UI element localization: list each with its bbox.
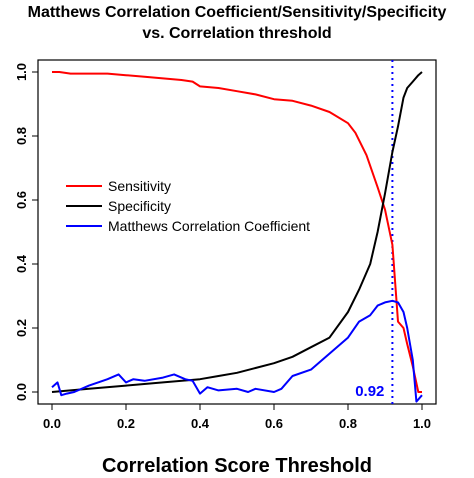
x-tick-label: 0.0: [43, 416, 61, 431]
x-tick-label: 0.6: [265, 416, 283, 431]
y-tick-label: 0.8: [14, 127, 29, 145]
plot-frame: [37, 59, 437, 405]
legend-label-sensitivity: Sensitivity: [108, 178, 171, 194]
y-tick-label: 0.4: [14, 254, 29, 273]
legend-label-matthews-correlation-coefficient: Matthews Correlation Coefficient: [108, 218, 310, 234]
chart-subtitle: vs. Correlation threshold: [142, 25, 331, 42]
threshold-label: 0.92: [355, 383, 384, 400]
plot-area: 0.0 0.2 0.4 0.6 0.8 1.0 0.0 0.2 0.4 0.6 0.8 1.0 0.92…: [14, 59, 437, 431]
x-tick-label: 0.4: [191, 416, 210, 431]
chart-title: Matthews Correlation Coefficient/Sensiti…: [28, 4, 447, 21]
x-tick-label: 0.2: [117, 416, 135, 431]
series-sensitivity-line: [52, 71, 422, 393]
y-tick-label: 0.2: [14, 319, 29, 337]
x-tick-label: 0.8: [339, 416, 357, 431]
series-specificity-line: [51, 71, 423, 393]
y-tick-label: 0.6: [14, 191, 29, 209]
y-tick-label: 1.0: [14, 63, 29, 81]
legend-label-specificity: Specificity: [108, 198, 171, 214]
x-axis-label: Correlation Score Threshold: [102, 455, 372, 477]
series-matthews-correlation-coefficient-line: [51, 299, 423, 403]
y-tick-label: 0.0: [14, 383, 29, 401]
x-tick-label: 1.0: [413, 416, 431, 431]
